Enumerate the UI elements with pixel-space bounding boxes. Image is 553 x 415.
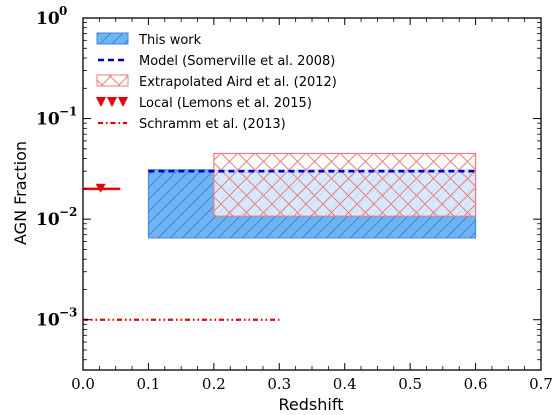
legend-label: This work [138,33,202,48]
y-tick-label: 10 −2 [36,205,77,230]
y-tick-label: 10 −1 [36,105,77,130]
y-tick-base: 10 [36,9,60,29]
y-tick-label: 10 0 [36,4,67,29]
legend-item: This work [96,32,202,48]
local-marker [95,183,106,193]
legend-item: Extrapolated Aird et al. (2012) [96,74,337,90]
legend-label: Schramm et al. (2013) [139,117,286,132]
x-tick-labels: 0.0 0.1 0.2 0.3 0.4 0.5 0.6 0.7 [71,375,553,393]
legend-swatch-local-marker [118,97,128,107]
legend-swatch-local-marker [107,97,117,107]
y-tick-exponent: −1 [59,105,77,119]
x-tick-label: 0.6 [464,375,488,393]
y-tick-label: 10 −3 [36,306,77,331]
x-tick-label: 0.2 [202,375,226,393]
y-tick-exponent: −2 [59,205,77,219]
legend: This work Model (Somerville et al. 2008) E… [96,32,337,132]
y-tick-exponent: 0 [59,4,67,18]
y-tick-base: 10 [36,110,60,130]
legend-label: Model (Somerville et al. 2008) [139,54,335,69]
x-tick-label: 0.1 [136,375,160,393]
plot-area [82,17,542,371]
legend-item: Model (Somerville et al. 2008) [98,54,335,69]
legend-label: Extrapolated Aird et al. (2012) [139,75,337,90]
x-tick-label: 0.4 [333,375,357,393]
legend-label: Local (Lemons et al. 2015) [139,96,312,111]
y-tick-base: 10 [36,210,60,230]
x-tick-label: 0.0 [71,375,95,393]
y-tick-exponent: −3 [59,306,77,320]
legend-swatch-aird [96,74,129,87]
y-tick-base: 10 [36,311,60,331]
legend-swatch-local-marker [96,97,106,107]
legend-item: Schramm et al. (2013) [98,117,286,132]
x-axis-label: Redshift [279,395,344,414]
x-tick-label: 0.3 [267,375,291,393]
aird-band [213,152,477,217]
x-tick-label: 0.5 [398,375,422,393]
series-local-lemons [83,183,121,193]
legend-swatch-this-work [96,32,129,45]
x-tick-label: 0.7 [529,375,553,393]
legend-item: Local (Lemons et al. 2015) [96,96,312,111]
series-aird-2012 [213,152,477,217]
y-axis-label: AGN Fraction [11,141,30,245]
